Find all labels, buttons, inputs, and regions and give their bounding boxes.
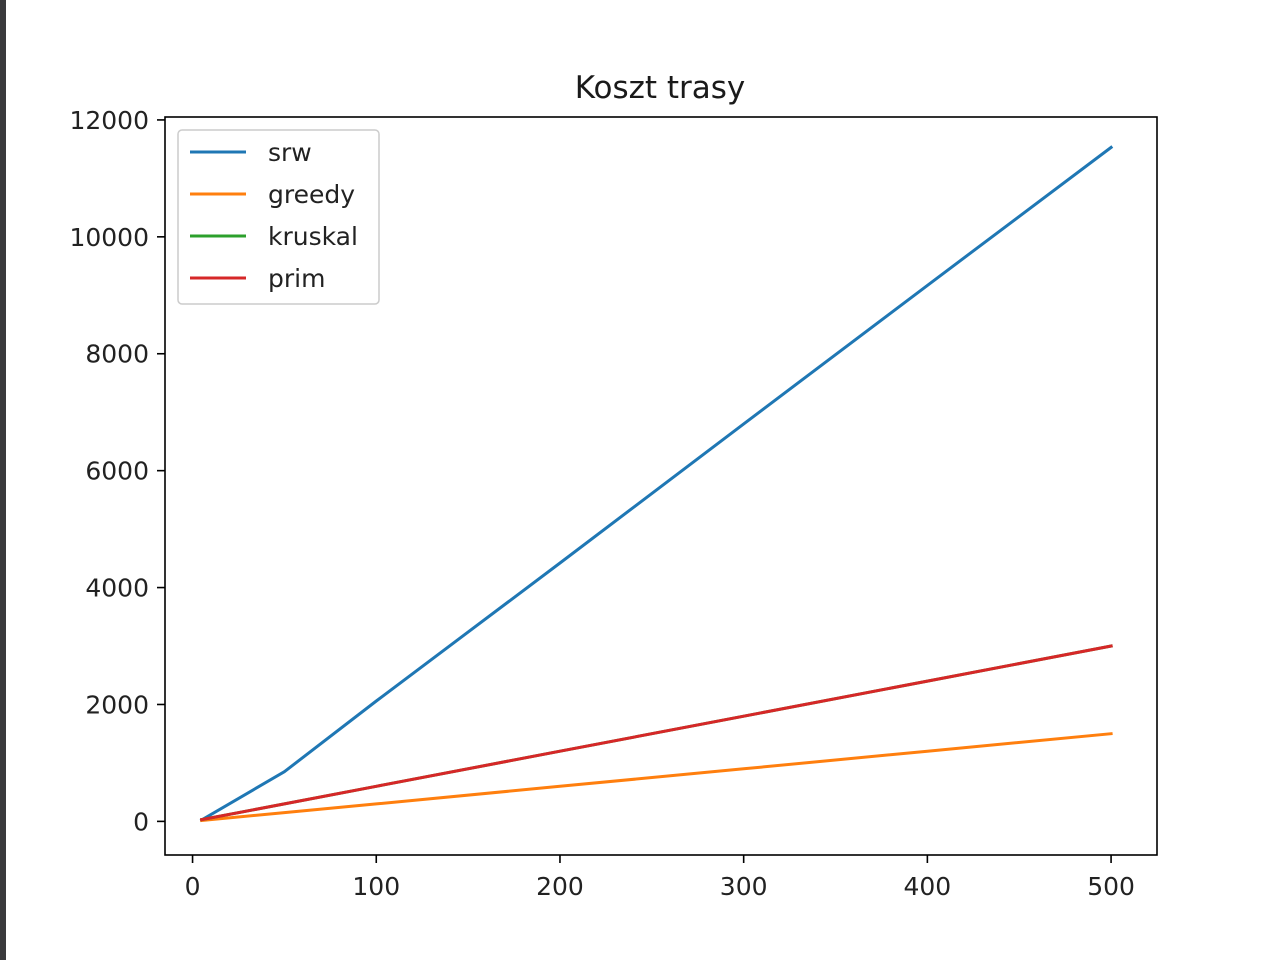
x-tick-label: 300 xyxy=(720,872,768,901)
legend-box xyxy=(177,129,380,305)
legend-label-greedy: greedy xyxy=(268,180,355,209)
y-tick-label: 0 xyxy=(133,807,149,836)
legend-label-prim: prim xyxy=(268,264,325,293)
chart-title: Koszt trasy xyxy=(575,70,746,106)
window-edge xyxy=(0,0,6,960)
y-tick-label: 8000 xyxy=(85,340,149,369)
series-line-prim xyxy=(199,644,1113,822)
series-line-greedy xyxy=(200,732,1113,823)
y-tick-label: 2000 xyxy=(85,690,149,719)
y-axis: 0 2000 4000 6000 8000 10000 12000 xyxy=(69,106,165,836)
x-tick-label: 500 xyxy=(1087,872,1135,901)
series-line-srw xyxy=(199,145,1114,822)
x-tick-label: 400 xyxy=(904,872,952,901)
legend-label-srw: srw xyxy=(268,138,312,167)
y-tick-label: 4000 xyxy=(85,574,149,603)
plot-area xyxy=(199,145,1114,823)
x-tick-label: 100 xyxy=(352,872,400,901)
legend: srw greedy kruskal prim xyxy=(177,129,380,305)
x-axis: 0 100 200 300 400 500 xyxy=(185,855,1135,901)
y-tick-label: 6000 xyxy=(85,457,149,486)
y-tick-label: 10000 xyxy=(69,223,149,252)
legend-label-kruskal: kruskal xyxy=(268,222,358,251)
x-tick-label: 200 xyxy=(536,872,584,901)
axes-frame xyxy=(164,116,1158,856)
x-tick-label: 0 xyxy=(185,872,201,901)
y-tick-label: 12000 xyxy=(69,106,149,135)
